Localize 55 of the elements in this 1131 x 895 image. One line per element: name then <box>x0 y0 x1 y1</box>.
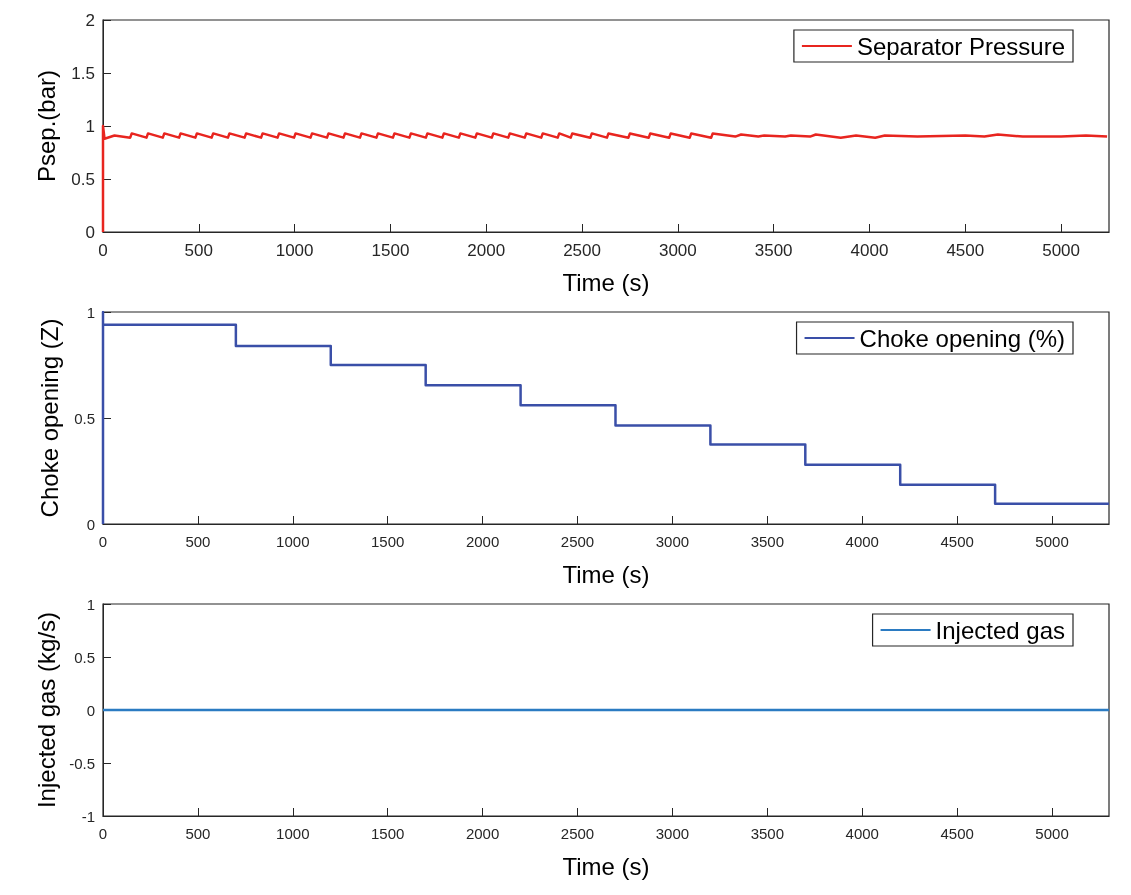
x-tick-label: 4500 <box>946 241 985 260</box>
legend-label: Separator Pressure <box>856 32 1066 60</box>
x-tick-label: 3000 <box>658 241 697 260</box>
x-tick-label: 1500 <box>371 241 410 260</box>
y-tick-label: 1.5 <box>71 63 95 83</box>
x-tick-label: 3500 <box>750 533 785 550</box>
x-tick-label: 3500 <box>754 241 793 260</box>
x-tick-label: 5000 <box>1042 241 1081 260</box>
x-tick-label: 4000 <box>845 533 879 550</box>
y-tick-label: 1 <box>85 116 95 136</box>
legend-label: Injected gas <box>935 616 1065 644</box>
y-axis-title: Psep.(bar) <box>32 69 60 183</box>
y-tick-label: 0.5 <box>74 648 95 666</box>
x-tick-label: 3000 <box>655 825 690 842</box>
y-tick-label: -0.5 <box>69 754 95 772</box>
x-tick-label: 4000 <box>845 825 879 842</box>
x-tick-label: 2000 <box>465 533 500 550</box>
x-tick-label: 4500 <box>940 825 974 842</box>
x-axis-title: Time (s) <box>562 852 650 880</box>
y-tick-label: 0.5 <box>71 169 95 189</box>
x-tick-label: 0 <box>98 533 108 550</box>
y-axis-title: Injected gas (kg/s) <box>32 611 60 809</box>
x-tick-label: 500 <box>185 825 211 842</box>
x-tick-label: 1500 <box>371 533 405 550</box>
y-tick-label: 1 <box>86 595 95 613</box>
x-tick-label: 2000 <box>467 241 506 260</box>
x-tick-label: 0 <box>98 241 108 260</box>
y-tick-label: -1 <box>81 807 95 825</box>
y-tick-label: 0 <box>86 701 95 719</box>
x-tick-label: 4000 <box>850 241 889 260</box>
x-tick-label: 4500 <box>940 533 974 550</box>
y-tick-label: 2 <box>85 10 95 30</box>
y-tick-label: 0 <box>86 515 95 533</box>
x-tick-label: 500 <box>184 241 213 260</box>
x-tick-label: 2000 <box>465 825 500 842</box>
x-tick-label: 1000 <box>275 241 314 260</box>
x-axis-title: Time (s) <box>562 560 650 588</box>
y-tick-label: 0.5 <box>74 409 95 427</box>
x-tick-label: 2500 <box>563 241 601 260</box>
y-tick-label: 0 <box>85 222 95 242</box>
x-tick-label: 1500 <box>371 825 405 842</box>
x-tick-label: 1000 <box>276 533 310 550</box>
x-tick-label: 5000 <box>1035 825 1069 842</box>
x-tick-label: 500 <box>185 533 211 550</box>
x-tick-label: 1000 <box>276 825 310 842</box>
x-tick-label: 5000 <box>1035 533 1069 550</box>
y-axis-title: Choke opening (Z) <box>35 318 63 518</box>
x-axis-title: Time (s) <box>562 268 650 296</box>
y-tick-label: 1 <box>86 303 95 321</box>
x-tick-label: 2500 <box>560 533 595 550</box>
x-tick-label: 3000 <box>655 533 690 550</box>
x-tick-label: 0 <box>98 825 108 842</box>
x-tick-label: 2500 <box>560 825 595 842</box>
x-tick-label: 3500 <box>750 825 785 842</box>
legend-label: Choke opening (%) <box>859 324 1065 352</box>
